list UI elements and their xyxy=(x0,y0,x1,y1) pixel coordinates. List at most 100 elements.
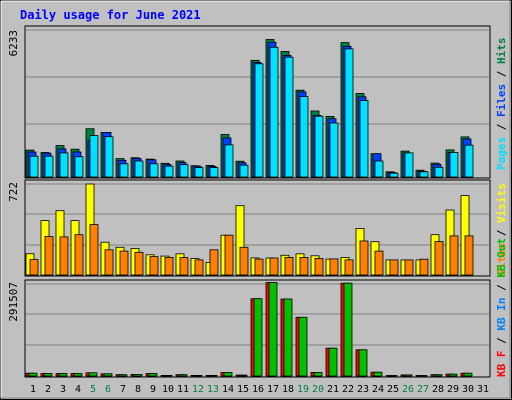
legend-entry: / xyxy=(495,64,508,84)
bar-sites xyxy=(314,257,324,276)
bar-sites xyxy=(44,236,54,276)
bar-sites xyxy=(464,235,474,276)
x-tick-label: 31 xyxy=(477,384,489,395)
bar-sites xyxy=(239,246,249,276)
bar-kbytes-out xyxy=(88,372,98,377)
bar-sites xyxy=(194,259,204,276)
bar-kbytes-out xyxy=(73,373,83,377)
x-tick-label: 10 xyxy=(162,384,174,395)
bar-kbytes-out xyxy=(328,347,338,377)
bar-sites xyxy=(374,250,384,276)
legend-kbytes: KB F / KB In / KB Out xyxy=(495,238,508,377)
x-tick-label: 25 xyxy=(387,384,399,395)
bar-kbytes-out xyxy=(463,372,473,377)
bar-pages xyxy=(104,136,114,178)
bar-sites xyxy=(389,259,399,276)
bar-pages xyxy=(119,163,129,178)
bars xyxy=(25,39,474,377)
bar-sites xyxy=(434,241,444,276)
x-tick-label: 1 xyxy=(30,384,36,395)
bar-kbytes-out xyxy=(193,374,203,377)
bar-pages xyxy=(359,100,369,178)
x-tick-label: 9 xyxy=(150,384,156,395)
bar-kbytes-out xyxy=(253,298,263,377)
bar-pages xyxy=(59,152,69,178)
x-tick-label: 21 xyxy=(327,384,339,395)
legend-entry: Files xyxy=(495,84,508,117)
bar-kbytes-out xyxy=(238,374,248,377)
bar-pages xyxy=(179,164,189,178)
bar-sites xyxy=(329,258,339,276)
bar-sites xyxy=(404,259,414,276)
bar-pages xyxy=(134,160,144,178)
bar-sites xyxy=(89,224,99,276)
bar-kbytes-out xyxy=(163,374,173,377)
legend-entry: Hits xyxy=(495,38,508,65)
bar-pages xyxy=(194,167,204,178)
bar-kbytes-out xyxy=(433,374,443,377)
x-tick-label: 14 xyxy=(222,384,234,395)
bar-pages xyxy=(254,63,264,178)
bar-kbytes-out xyxy=(103,373,113,377)
bar-kbytes-out xyxy=(28,372,38,377)
bar-sites xyxy=(179,257,189,276)
bar-sites xyxy=(209,249,219,276)
x-tick-label: 22 xyxy=(342,384,354,395)
bar-sites xyxy=(359,240,369,276)
bar-pages xyxy=(269,46,279,178)
bar-sites xyxy=(164,256,174,276)
bar-pages xyxy=(299,96,309,178)
bar-sites xyxy=(419,258,429,276)
bar-kbytes-out xyxy=(298,316,308,377)
x-tick-label: 28 xyxy=(432,384,444,395)
bar-pages xyxy=(239,164,249,178)
legend-entry: / xyxy=(495,223,508,243)
x-tick-label: 19 xyxy=(297,384,309,395)
bar-pages xyxy=(29,155,39,178)
x-tick-label: 29 xyxy=(447,384,459,395)
x-tick-label: 5 xyxy=(90,384,96,395)
legend-entry: / xyxy=(495,278,508,298)
bar-sites xyxy=(149,256,159,276)
x-tick-label: 4 xyxy=(75,384,81,395)
bar-kbytes-out xyxy=(283,298,293,377)
bar-sites xyxy=(119,250,129,276)
legend-entry: Visits xyxy=(495,183,508,223)
bar-sites xyxy=(269,257,279,276)
x-tick-label: 20 xyxy=(312,384,324,395)
bar-sites xyxy=(254,258,264,276)
bar-pages xyxy=(149,163,159,178)
bar-kbytes-out xyxy=(343,282,353,377)
bar-kbytes-out xyxy=(58,373,68,377)
x-tick-label: 24 xyxy=(372,384,384,395)
bar-sites xyxy=(224,234,234,276)
legend-entry: KB In xyxy=(495,298,508,331)
x-tick-label: 13 xyxy=(207,384,219,395)
x-tick-label: 23 xyxy=(357,384,369,395)
bar-pages xyxy=(164,165,174,178)
x-tick-label: 6 xyxy=(105,384,111,395)
y-max-label-top: 6233 xyxy=(7,30,20,57)
bar-pages xyxy=(224,144,234,178)
y-max-label-middle: 722 xyxy=(7,182,20,202)
bar-kbytes-out xyxy=(208,374,218,377)
bar-pages xyxy=(389,172,399,178)
bar-pages xyxy=(434,166,444,178)
bar-pages xyxy=(374,160,384,178)
x-tick-label: 17 xyxy=(267,384,279,395)
bar-pages xyxy=(404,152,414,178)
x-tick-label: 16 xyxy=(252,384,264,395)
x-tick-label: 7 xyxy=(120,384,126,395)
bar-kbytes-out xyxy=(43,373,53,377)
legend-hits-files-pages: Pages / Files / Hits xyxy=(495,38,508,171)
bar-kbytes-out xyxy=(223,372,233,377)
x-tick-label: 18 xyxy=(282,384,294,395)
bar-pages xyxy=(209,167,219,178)
bar-pages xyxy=(89,135,99,178)
legend-entry: / xyxy=(495,117,508,137)
bar-sites xyxy=(29,259,39,276)
legend-entry: / xyxy=(495,331,508,351)
bar-sites xyxy=(344,259,354,276)
bar-kbytes-out xyxy=(358,349,368,377)
legend-visits-sites: Sites / Visits xyxy=(495,183,508,276)
